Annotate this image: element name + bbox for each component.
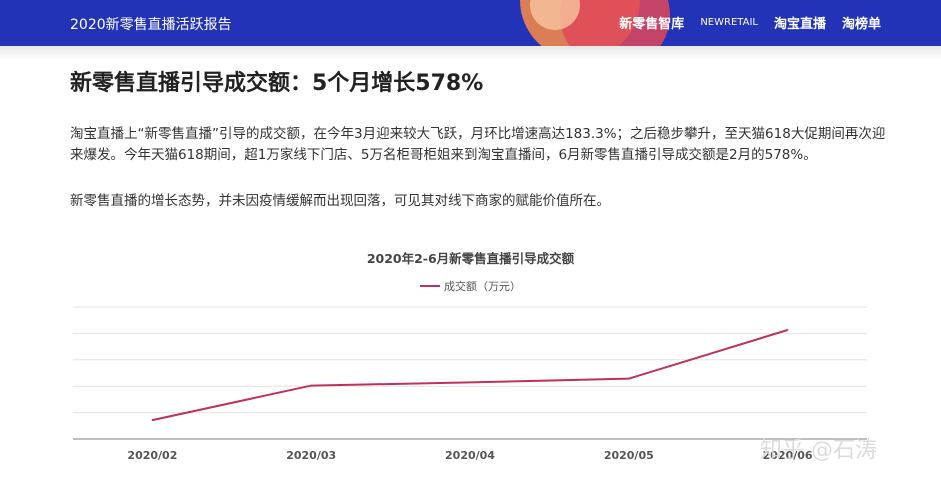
chart-title: 2020年2-6月新零售直播引导成交额 xyxy=(366,251,575,266)
header-bar: 2020新零售直播活跃报告 新零售智库 NEWRETAIL 淘宝直播 淘榜单 xyxy=(0,0,941,46)
report-title: 2020新零售直播活跃报告 xyxy=(70,17,232,33)
taobangdan-logo: 淘榜单 xyxy=(841,17,881,32)
data-point xyxy=(151,419,154,421)
header-shadow xyxy=(0,46,941,60)
page-headline: 新零售直播引导成交额：5个月增长578% xyxy=(70,71,484,96)
watermark: 知乎 @石涛 xyxy=(760,438,877,463)
x-tick-label: 2020/05 xyxy=(604,449,654,462)
taobao-live-logo: 淘宝直播 xyxy=(773,17,826,32)
body-paragraph: 淘宝直播上“新零售直播”引导的成交额，在今年3月迎来较大飞跃，月环比增速高达18… xyxy=(70,126,886,163)
data-point xyxy=(786,329,789,331)
series-line xyxy=(152,329,788,422)
data-point xyxy=(628,377,630,380)
legend-label: 成交额（万元） xyxy=(444,280,521,293)
body-paragraph: 新零售直播的增长态势，并未因疫情缓解而出现回落，可见其对线下商家的赋能价值所在。 xyxy=(70,193,610,209)
data-point xyxy=(310,384,313,387)
x-tick-label: 2020/02 xyxy=(127,449,177,462)
newretail-logo-en: NEWRETAIL xyxy=(700,17,758,28)
x-tick-label: 2020/03 xyxy=(286,449,336,462)
x-tick-label: 2020/04 xyxy=(445,449,495,462)
partner-logos: 新零售智库 NEWRETAIL 淘宝直播 淘榜单 xyxy=(619,13,881,32)
data-point xyxy=(469,381,471,384)
x-tick-label: 2020/06 xyxy=(763,449,813,462)
chart-legend: 成交额（万元） xyxy=(420,278,521,294)
newretail-logo: 新零售智库 xyxy=(619,17,685,32)
legend-swatch xyxy=(420,285,440,287)
